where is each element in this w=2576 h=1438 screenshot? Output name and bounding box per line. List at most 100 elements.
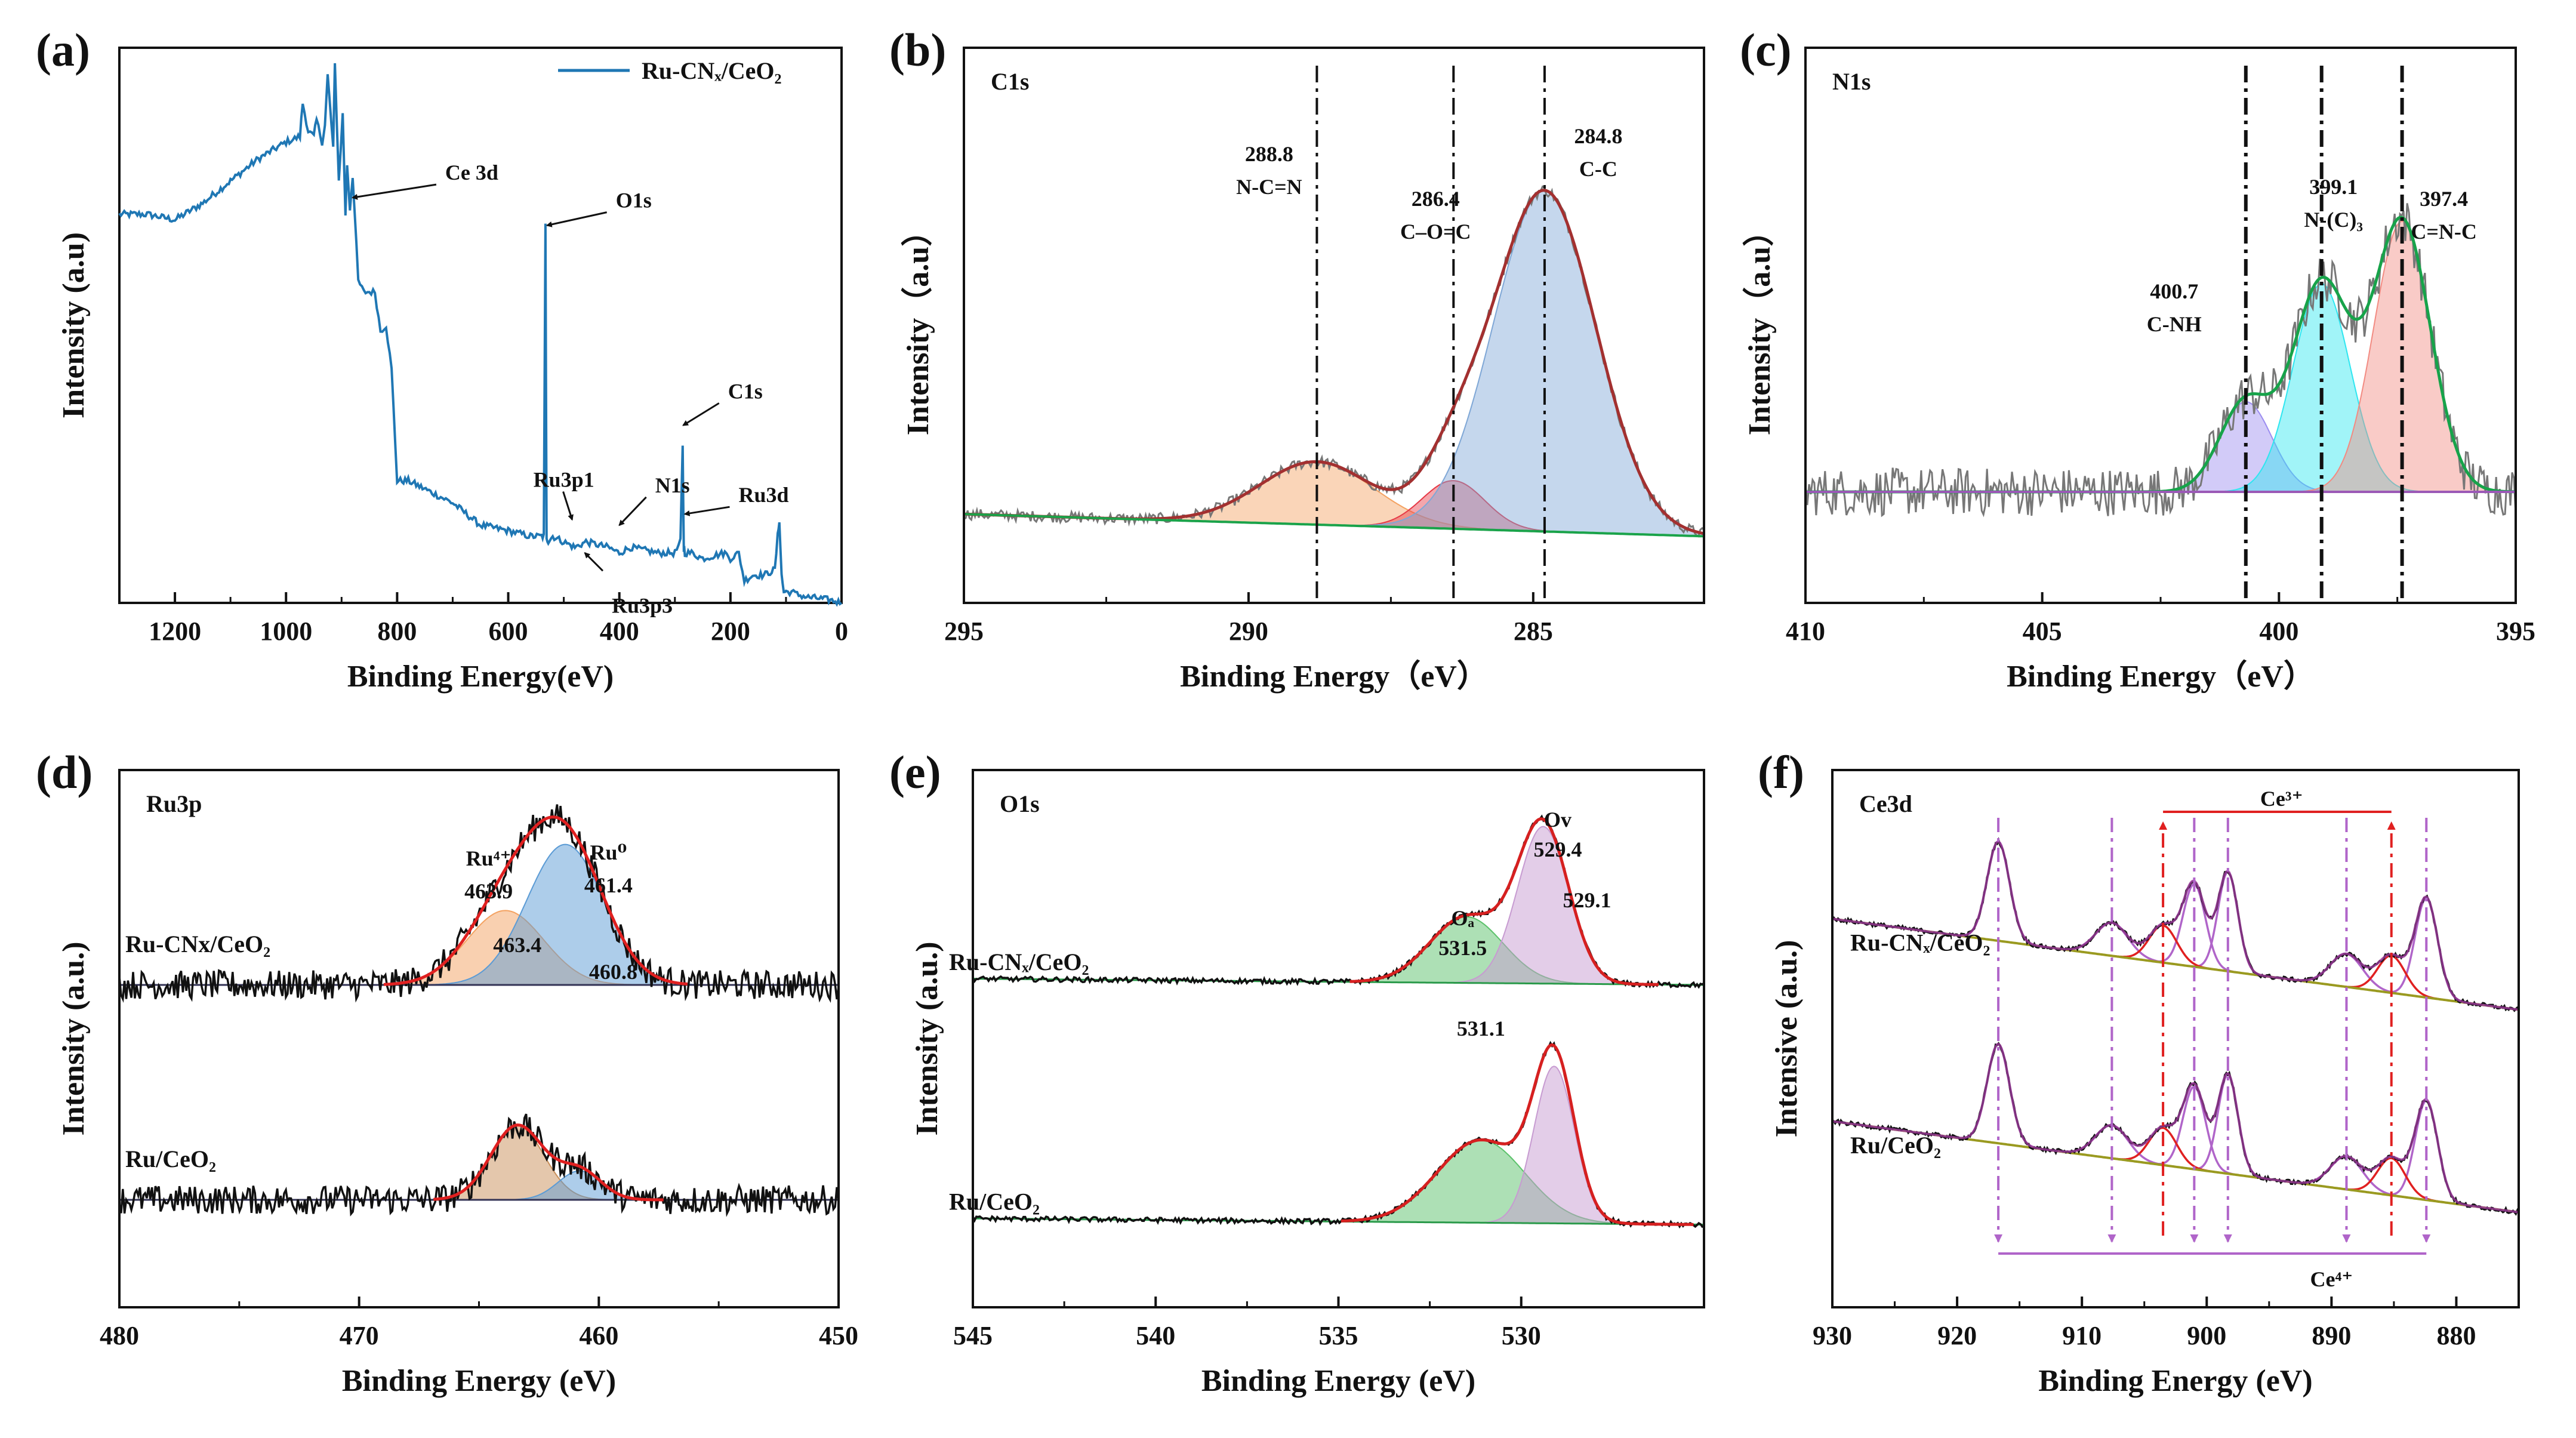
x-tick-label: 800 <box>377 617 417 646</box>
y-axis-title: Intensity (a.u.) <box>910 941 944 1135</box>
annotation-arrow <box>562 491 574 521</box>
y-axis-title: Intensity (a.u) <box>57 232 91 418</box>
annotation-label: C1s <box>728 379 763 403</box>
legend-label: Ru-CNₓ/CeO₂ <box>642 57 782 84</box>
raw-spectrum <box>118 804 840 1003</box>
peak-label: 399.1 <box>2309 175 2358 199</box>
annotation-label: O1s <box>616 189 652 213</box>
peak-label: 529.1 <box>1563 888 1611 912</box>
series-label: Ru-CNₓ/CeO₂ <box>1850 929 1990 956</box>
peak-label: C-NH <box>2147 312 2202 336</box>
annotation-label: Ru3p1 <box>534 468 594 492</box>
peak-label: C=N-C <box>2411 220 2477 244</box>
x-tick-label: 545 <box>953 1321 993 1350</box>
peak-label: N-C=N <box>1236 175 1302 199</box>
x-tick-label: 460 <box>579 1321 618 1350</box>
peak-label: 400.7 <box>2150 279 2198 303</box>
peak-label: C-C <box>1579 157 1617 181</box>
x-axis-title: Binding Energy（eV） <box>1180 659 1488 694</box>
plot-frame <box>1831 769 2520 1308</box>
annotation-arrow <box>351 183 437 200</box>
fit-envelope <box>1832 1043 2519 1214</box>
peak-label: 531.1 <box>1457 1017 1505 1040</box>
x-tick-label: 470 <box>340 1321 379 1350</box>
panel-title: Ce3d <box>1859 790 1912 817</box>
x-tick-label: 540 <box>1136 1321 1175 1350</box>
x-tick-label: 290 <box>1229 617 1268 646</box>
panel-title: Ru3p <box>146 790 202 817</box>
panel-a: 1200 1000 800 600 400 200 0 Binding Energy(eV) I… <box>36 24 848 694</box>
annotation-arrow <box>682 402 720 426</box>
peak-label: 397.4 <box>2420 187 2468 211</box>
x-axis-title: Binding Energy (eV) <box>342 1364 616 1398</box>
x-axis-title: Binding Energy (eV) <box>2038 1364 2312 1398</box>
x-tick-label: 920 <box>1937 1321 1977 1350</box>
y-axis-title: Intensity（a.u） <box>901 215 935 435</box>
y-axis-title: Intensive (a.u.) <box>1770 940 1804 1138</box>
peak-label: Ru⁴⁺ <box>466 846 511 870</box>
peak-label: 460.8 <box>589 960 637 984</box>
panel-b: 295 290 285 Binding Energy（eV） Intensity（a.u… <box>889 24 1705 694</box>
fit-envelope <box>1832 840 2519 1011</box>
series-label: Ru-CNx/CeO₂ <box>125 931 270 957</box>
x-tick-label: 410 <box>1786 617 1825 646</box>
x-tick-label: 395 <box>2496 617 2535 646</box>
panel-title: O1s <box>1000 790 1040 817</box>
panel-title: N1s <box>1832 68 1871 95</box>
panel-f: Ru-CNₓ/CeO₂ Ru/CeO₂ 930 920 910 900 890 880 Bind… <box>1758 746 2520 1398</box>
annotation-arrow <box>683 506 730 516</box>
annotation-arrow <box>584 552 604 572</box>
peak-label: 463.9 <box>464 879 513 903</box>
panel-c: 410 405 400 395 Binding Energy（eV） Intensity（… <box>1740 24 2535 694</box>
annotation-label: Ce 3d <box>445 161 498 184</box>
x-tick-label: 535 <box>1319 1321 1358 1350</box>
series-label: Ru/CeO₂ <box>1850 1132 1941 1159</box>
annotation-label: Ru3p3 <box>612 593 673 617</box>
x-tick-label: 285 <box>1514 617 1553 646</box>
peak-label: N-(C)₃ <box>2304 208 2363 232</box>
ce3-label: Ce³⁺ <box>2260 787 2303 811</box>
plot-frame <box>118 47 843 604</box>
series-label: Ru-CNₓ/CeO₂ <box>949 949 1089 975</box>
peak-label: 284.8 <box>1574 124 1622 148</box>
peak-label: 286.4 <box>1412 187 1460 211</box>
x-tick-label: 450 <box>819 1321 858 1350</box>
peak-label: 461.4 <box>584 873 633 897</box>
x-tick-label: 400 <box>600 617 639 646</box>
x-axis-title: Binding Energy(eV) <box>347 660 614 694</box>
x-tick-label: 530 <box>1502 1321 1541 1350</box>
plot-frame <box>963 47 1705 604</box>
x-tick-label: 400 <box>2259 617 2298 646</box>
peak-label: Oₐ <box>1451 906 1474 930</box>
annotation-label: N1s <box>655 473 690 497</box>
peak-label: 531.5 <box>1438 936 1487 960</box>
x-tick-label: 930 <box>1813 1321 1852 1350</box>
ce4-label: Ce⁴⁺ <box>2310 1267 2353 1291</box>
series-label: Ru/CeO₂ <box>125 1146 216 1172</box>
raw-spectrum <box>118 1113 840 1217</box>
y-axis-title: Intensity (a.u.) <box>57 941 91 1135</box>
y-axis-title: Intensity（a.u） <box>1742 215 1777 435</box>
panel-letter: (e) <box>889 746 941 798</box>
x-tick-label: 295 <box>944 617 984 646</box>
panel-e: Ru-CNₓ/CeO₂ Ru/CeO₂ 545 540 535 530 Binding En… <box>889 746 1705 1398</box>
fit-peak <box>119 1125 839 1200</box>
peak-label: 529.4 <box>1534 837 1582 861</box>
raw-spectrum <box>1804 203 2517 518</box>
x-tick-label: 0 <box>835 617 848 646</box>
x-tick-label: 480 <box>100 1321 139 1350</box>
peak-label: C–O=C <box>1400 220 1471 244</box>
annotation-arrow <box>546 211 608 227</box>
x-tick-label: 890 <box>2312 1321 2351 1350</box>
fit-envelope <box>433 1123 664 1202</box>
panel-title: C1s <box>991 68 1029 95</box>
x-axis-title: Binding Energy（eV） <box>2007 659 2315 694</box>
x-tick-label: 910 <box>2062 1321 2102 1350</box>
x-tick-label: 1000 <box>260 617 312 646</box>
panel-letter: (c) <box>1740 24 1792 76</box>
x-tick-label: 405 <box>2023 617 2062 646</box>
panel-d: Ru-CNx/CeO₂ Ru/CeO₂ 480 470 460 450 Binding En… <box>36 746 858 1398</box>
survey-line <box>118 63 843 607</box>
peak-label: 463.4 <box>493 933 541 957</box>
